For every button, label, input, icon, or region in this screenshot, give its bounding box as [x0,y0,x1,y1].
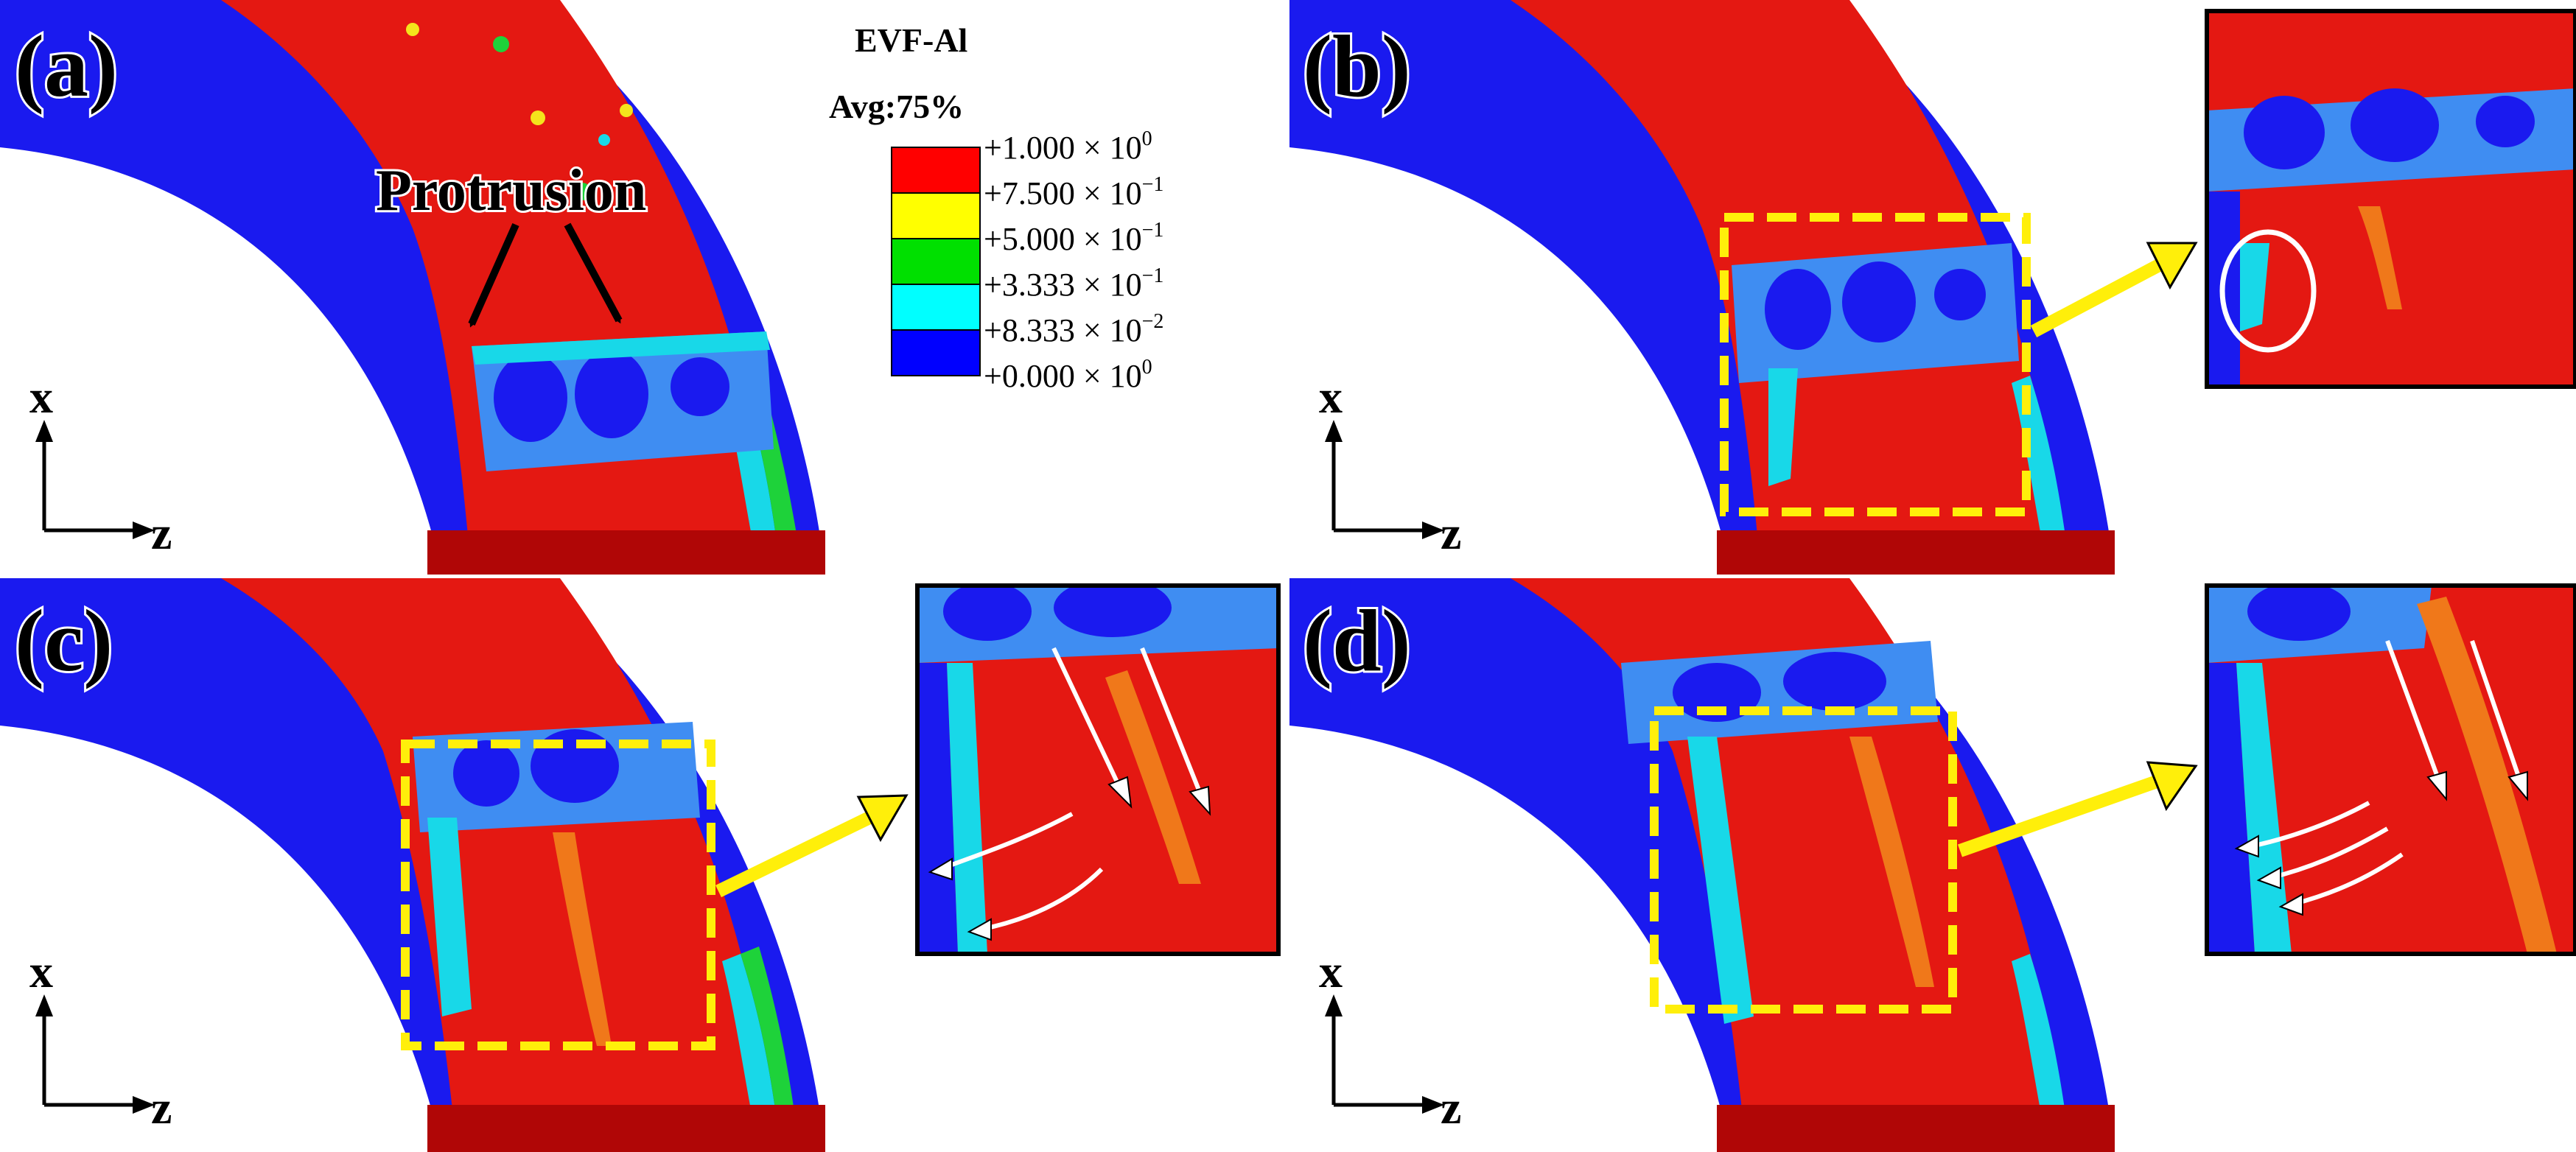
legend-value-3: +5.000 × 10 [984,221,1142,257]
panel-d: (d) x z [1289,578,2198,1152]
zoom-box [1720,213,2031,516]
zoom-arrow [2030,259,2163,337]
legend-value-5: +8.333 × 10 [984,312,1142,348]
svg-text:+3.333 × 10−1: +3.333 × 10−1 [984,264,1163,303]
zoom-box [401,740,715,1050]
zoom-arrow [715,811,872,898]
axis-z-label: z [151,1081,172,1134]
legend-exp-4: −1 [1142,264,1164,287]
legend-value-2: +7.500 × 10 [984,175,1142,211]
legend-exp-6: 0 [1142,356,1152,379]
highlight-circle [2219,229,2317,353]
inset-d [2205,583,2576,956]
axis-indicator: x z [1319,370,1461,559]
axis-x-label: x [29,370,53,423]
svg-text:+7.500 × 10−1: +7.500 × 10−1 [984,173,1163,211]
axis-z-label: z [151,507,172,559]
panel-label: (c) [15,591,113,689]
axis-indicator: x z [29,945,172,1134]
panel-label: (b) [1303,17,1411,115]
panel-label: (a) [15,17,118,115]
legend-subtitle: Avg:75% [829,88,964,125]
axis-indicator: x z [1319,945,1461,1134]
zoom-arrow [1958,774,2161,857]
legend-exp-3: −1 [1142,219,1164,242]
panel-a: (a) Protrusion x z [0,0,1267,575]
legend-swatch-4 [891,284,981,331]
svg-text:+0.000 × 100: +0.000 × 100 [984,356,1152,394]
axis-x-label: x [1319,945,1343,997]
legend-value-6: +0.000 × 10 [984,358,1142,394]
legend-exp-2: −1 [1142,173,1164,196]
legend-value-1: +1.000 × 10 [984,130,1142,166]
legend: EVF-Al Avg:75% +1.000 × 100 +7.500 × 10−… [829,21,1163,394]
inset-b [2205,9,2576,389]
inset-c [915,583,1281,956]
legend-swatch-5 [891,329,981,376]
axis-indicator: x z [29,370,172,559]
legend-value-4: +3.333 × 10 [984,267,1142,303]
protrusion-arrow [468,222,519,328]
svg-text:+5.000 × 10−1: +5.000 × 10−1 [984,219,1163,257]
legend-swatch-2 [891,192,981,239]
legend-swatch-3 [891,238,981,285]
protrusion-label: Protrusion [376,158,646,223]
panel-label: (d) [1303,591,1411,689]
axis-z-label: z [1441,507,1461,559]
legend-swatch-1 [891,147,981,194]
zoom-box [1650,706,1957,1014]
protrusion-arrow [564,222,623,324]
svg-text:+8.333 × 10−2: +8.333 × 10−2 [984,310,1163,348]
legend-title: EVF-Al [855,21,967,59]
legend-exp-1: 0 [1142,127,1152,150]
axis-x-label: x [1319,370,1343,423]
svg-text:+1.000 × 100: +1.000 × 100 [984,127,1152,166]
axis-x-label: x [29,945,53,997]
panel-c: (c) x z [0,578,909,1152]
panel-b: (b) x z [1289,0,2576,575]
legend-exp-5: −2 [1142,310,1164,333]
axis-z-label: z [1441,1081,1461,1134]
